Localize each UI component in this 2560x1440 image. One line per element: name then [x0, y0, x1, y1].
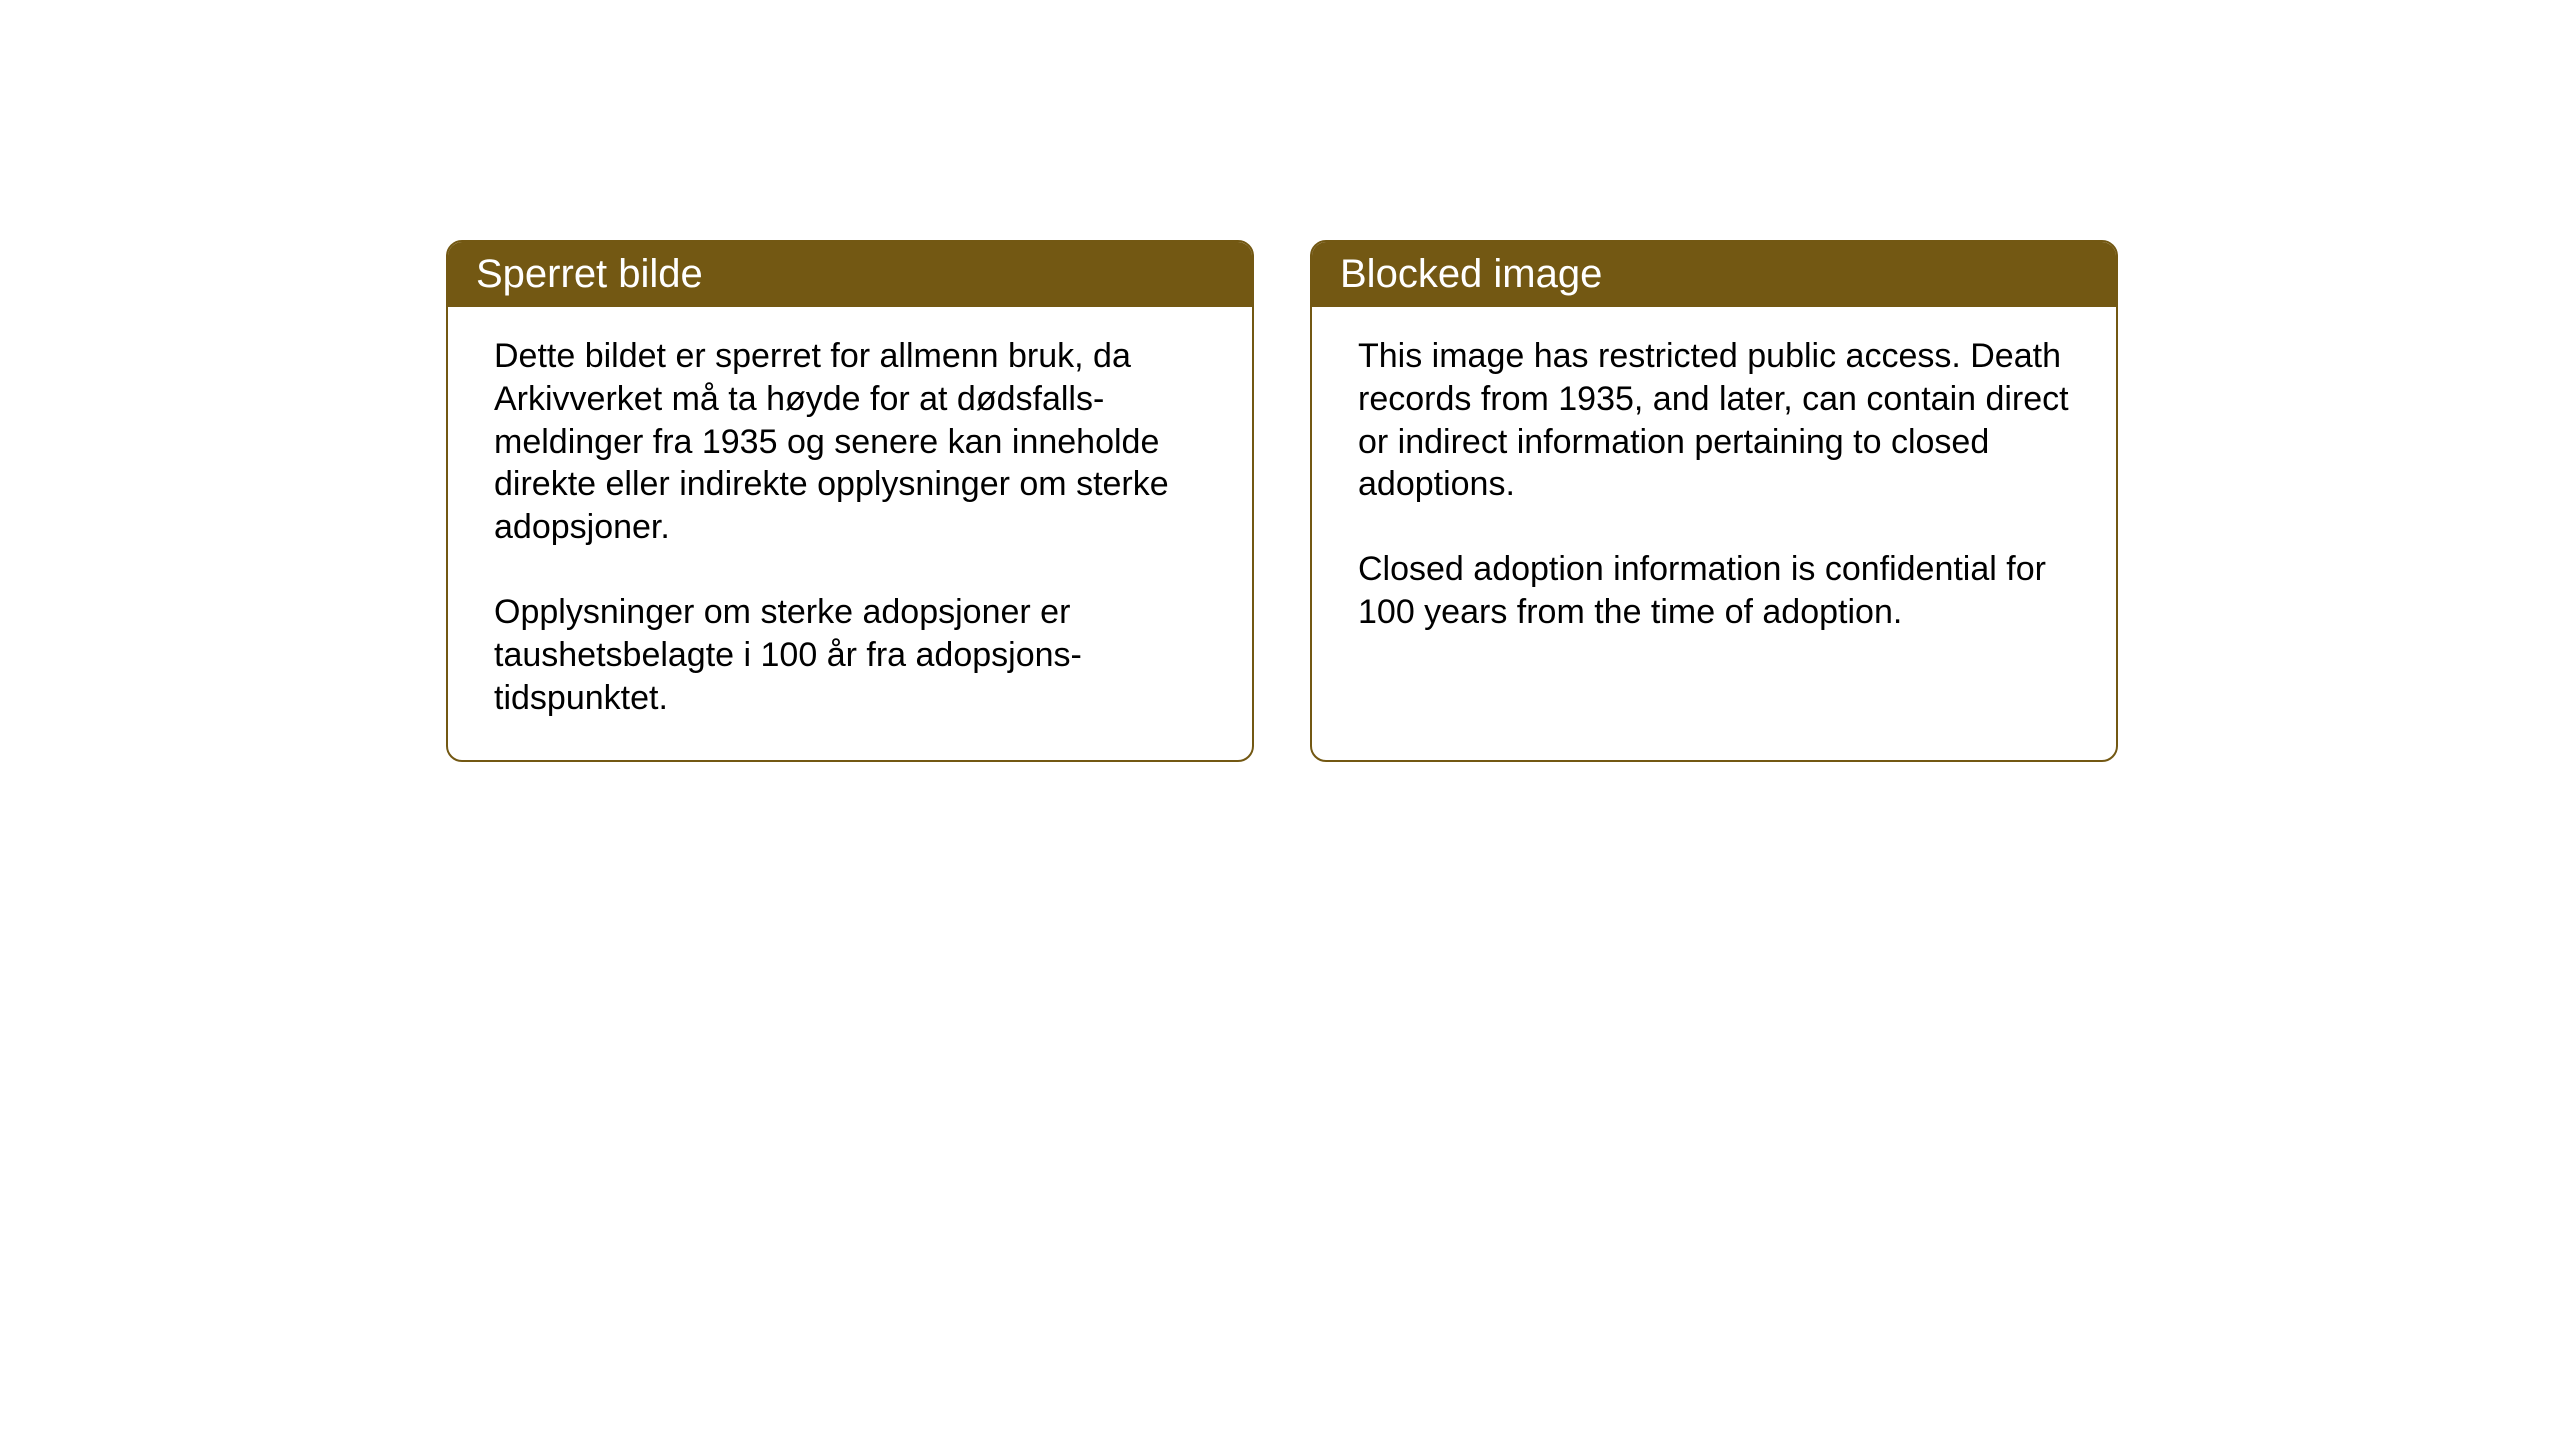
card-paragraph-norwegian-2: Opplysninger om sterke adopsjoner er tau… [494, 591, 1206, 719]
card-title-norwegian: Sperret bilde [476, 252, 703, 296]
card-body-norwegian: Dette bildet er sperret for allmenn bruk… [448, 307, 1252, 760]
notice-card-english: Blocked image This image has restricted … [1310, 240, 2118, 762]
card-paragraph-english-2: Closed adoption information is confident… [1358, 548, 2070, 634]
notice-card-norwegian: Sperret bilde Dette bildet er sperret fo… [446, 240, 1254, 762]
notice-container: Sperret bilde Dette bildet er sperret fo… [446, 240, 2118, 762]
card-paragraph-norwegian-1: Dette bildet er sperret for allmenn bruk… [494, 335, 1206, 549]
card-header-english: Blocked image [1312, 242, 2116, 307]
card-paragraph-english-1: This image has restricted public access.… [1358, 335, 2070, 506]
card-body-english: This image has restricted public access.… [1312, 307, 2116, 729]
card-header-norwegian: Sperret bilde [448, 242, 1252, 307]
card-title-english: Blocked image [1340, 252, 1602, 296]
